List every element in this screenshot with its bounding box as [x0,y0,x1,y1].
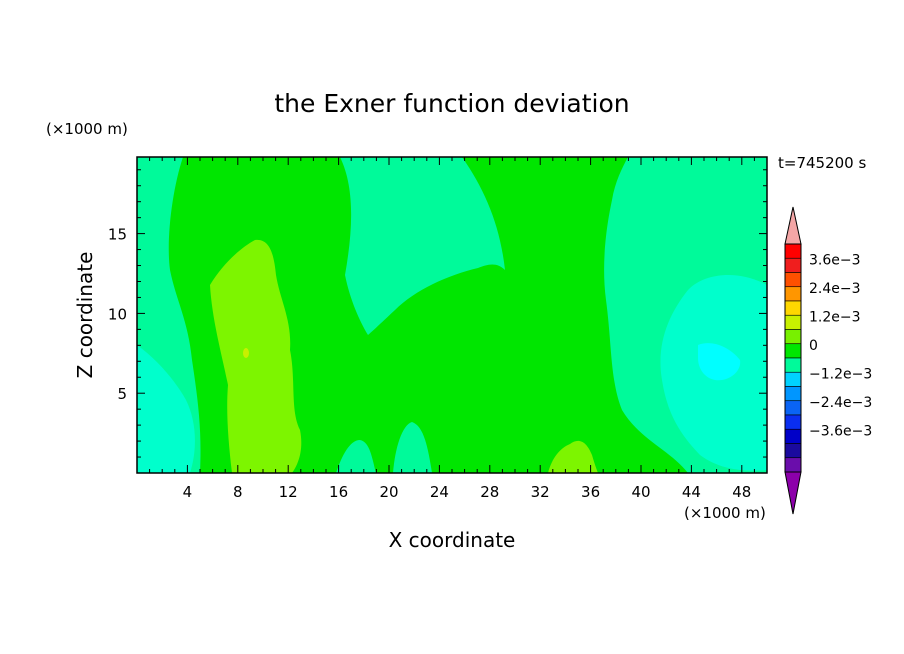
contour-region-cyan-left [137,345,195,473]
contour-region-cyan-spot [698,343,741,381]
colorbar-swatch [784,414,802,430]
colorbar-under-triangle [784,471,802,515]
colorbar-swatch [784,357,802,373]
x-tick-label: 32 [531,483,550,501]
x-axis-unit: (×1000 m) [684,504,766,522]
colorbar-label: −1.2e−3 [809,367,872,383]
x-tick-label: 12 [279,483,298,501]
colorbar-swatch [784,243,802,259]
colorbar-swatch [784,286,802,302]
contour-region-neg-bottom-1 [336,440,376,473]
x-tick-label: 16 [329,483,348,501]
contour-region-neg-bottom-2 [393,422,432,473]
contour-field [137,157,767,473]
x-tick-label: 8 [233,483,243,501]
x-tick-label: 24 [430,483,449,501]
colorbar-swatch [784,314,802,330]
colorbar-swatch [784,457,802,473]
colorbar: 3.6e−3 2.4e−3 1.2e−3 0 −1.2e−3 −2.4e−3 −3.6e−3 [784,206,872,515]
colorbar-frame [784,243,802,473]
colorbar-swatch [784,400,802,416]
y-tick-label: 10 [108,305,127,323]
colorbar-swatch [784,257,802,273]
colorbar-label: 2.4e−3 [809,281,861,297]
y-tick-label: 15 [108,226,127,244]
x-tick-label: 40 [631,483,650,501]
x-tick-label: 4 [183,483,193,501]
y-tick-label: 5 [117,385,127,403]
contour-region-pos-left [210,239,302,473]
colorbar-swatch [784,329,802,345]
colorbar-swatch [784,443,802,459]
x-tick-label: 28 [480,483,499,501]
colorbar-swatch [784,272,802,288]
contour-region-neg-middle-top [340,157,505,335]
colorbar-label: 3.6e−3 [809,253,861,269]
x-tick-label: 48 [732,483,751,501]
colorbar-swatch [784,386,802,402]
time-label: t=745200 s [778,154,866,172]
contour-region-pos-bottom [548,440,598,473]
y-axis-label: Z coordinate [73,252,97,379]
colorbar-swatch [784,371,802,387]
x-tick-label: 20 [379,483,398,501]
x-tick-label: 44 [682,483,701,501]
colorbar-swatch [784,343,802,359]
colorbar-label: 1.2e−3 [809,310,861,326]
colorbar-over-triangle [784,206,802,245]
colorbar-swatch [784,428,802,444]
x-tick-label: 36 [581,483,600,501]
chart-title: the Exner function deviation [274,89,629,118]
colorbar-swatch [784,300,802,316]
colorbar-label: −3.6e−3 [809,424,872,440]
x-axis-label: X coordinate [389,528,516,552]
colorbar-label: −2.4e−3 [809,395,872,411]
contour-region-yellow-spot [243,348,249,358]
y-axis-unit: (×1000 m) [46,120,128,138]
colorbar-label: 0 [809,338,818,354]
